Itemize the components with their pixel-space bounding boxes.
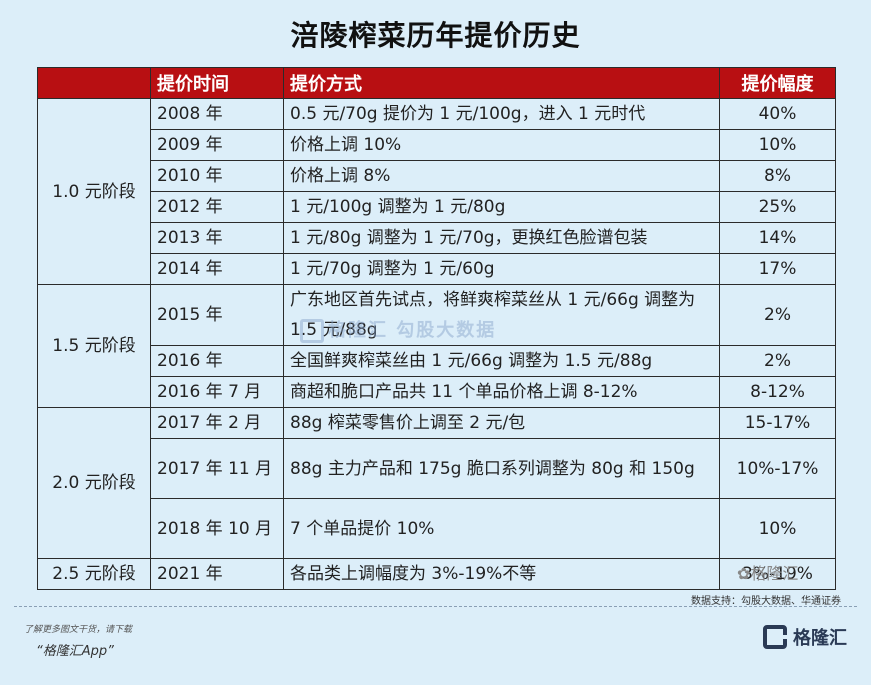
- method-cell: 7 个单品提价 10%: [283, 498, 720, 559]
- footer-note: 了解更多图文干货，请下载: [24, 625, 133, 635]
- time-cell: 2010 年: [150, 160, 284, 192]
- divider: [14, 606, 857, 607]
- stage-cell: 2.0 元阶段: [37, 407, 151, 559]
- method-cell: 1 元/80g 调整为 1 元/70g，更换红色脸谱包装: [283, 222, 720, 254]
- range-cell: 40%: [719, 98, 836, 130]
- range-cell: 14%: [719, 222, 836, 254]
- time-cell: 2008 年: [150, 98, 284, 130]
- brand-logo-icon: [763, 625, 787, 649]
- range-cell: 10%: [719, 498, 836, 559]
- watermark-text: 格隆汇 勾股大数据: [328, 320, 497, 341]
- time-cell: 2017 年 2 月: [150, 407, 284, 439]
- range-cell: 10%: [719, 129, 836, 161]
- header-range: 提价幅度: [719, 67, 836, 99]
- range-cell: 2%: [719, 345, 836, 377]
- range-cell: 10%-17%: [719, 438, 836, 499]
- time-cell: 2016 年 7 月: [150, 376, 284, 408]
- table-row: 2012 年 1 元/100g 调整为 1 元/80g 25%: [38, 191, 836, 223]
- table-row: 2013 年 1 元/80g 调整为 1 元/70g，更换红色脸谱包装 14%: [38, 222, 836, 254]
- table-row: 2017 年 11 月 88g 主力产品和 175g 脆口系列调整为 80g 和…: [38, 438, 836, 499]
- method-cell: 0.5 元/70g 提价为 1 元/100g，进入 1 元时代: [283, 98, 720, 130]
- brand: 格隆汇: [763, 624, 847, 650]
- source-note: 数据支持：勾股大数据、华通证券: [691, 596, 841, 607]
- table-row: 2018 年 10 月 7 个单品提价 10% 10%: [38, 498, 836, 559]
- time-cell: 2016 年: [150, 345, 284, 377]
- range-cell: 8-12%: [719, 376, 836, 408]
- brand-name: 格隆汇: [793, 628, 847, 649]
- time-cell: 2009 年: [150, 129, 284, 161]
- time-cell: 2018 年 10 月: [150, 498, 284, 559]
- overlay-mark: ✿格隆汇: [737, 564, 799, 583]
- method-cell: 88g 主力产品和 175g 脆口系列调整为 80g 和 150g: [283, 438, 720, 499]
- method-cell: 价格上调 8%: [283, 160, 720, 192]
- time-cell: 2013 年: [150, 222, 284, 254]
- range-cell: 8%: [719, 160, 836, 192]
- table-row: 2.5 元阶段 2021 年 各品类上调幅度为 3%-19%不等 3%-19%: [37, 558, 836, 590]
- footer-app-link[interactable]: “格隆汇App”: [36, 644, 114, 659]
- header-method: 提价方式: [283, 67, 720, 99]
- method-cell: 1 元/100g 调整为 1 元/80g: [283, 191, 720, 223]
- method-cell: 价格上调 10%: [283, 129, 720, 161]
- header-time: 提价时间: [150, 67, 284, 99]
- method-cell: 各品类上调幅度为 3%-19%不等: [283, 558, 720, 590]
- method-cell: 1 元/70g 调整为 1 元/60g: [283, 253, 720, 285]
- method-cell: 商超和脆口产品共 11 个单品价格上调 8-12%: [283, 376, 720, 408]
- range-cell: 2%: [719, 284, 836, 346]
- table-row: 1.5 元阶段 2015 年 广东地区首先试点，将鲜爽榨菜丝从 1 元/66g …: [37, 284, 836, 408]
- table-row: 2010 年 价格上调 8% 8%: [38, 160, 836, 192]
- range-cell: 3%-19%: [719, 558, 836, 590]
- watermark-logo-icon: [300, 319, 324, 343]
- time-cell: 2021 年: [150, 558, 284, 590]
- stage-cell: 1.5 元阶段: [37, 284, 151, 408]
- stage-cell: 1.0 元阶段: [37, 98, 151, 285]
- table-header-row: 提价时间 提价方式 提价幅度: [37, 67, 836, 99]
- time-cell: 2014 年: [150, 253, 284, 285]
- range-cell: 17%: [719, 253, 836, 285]
- method-cell: 全国鲜爽榨菜丝由 1 元/66g 调整为 1.5 元/88g: [283, 345, 720, 377]
- page-title: 涪陵榨菜历年提价历史: [290, 19, 581, 52]
- table-row: 2.0 元阶段 2017 年 2 月 88g 榨菜零售价上调至 2 元/包 15…: [37, 407, 836, 559]
- price-history-table: 提价时间 提价方式 提价幅度 1.0 元阶段 2008 年 0.5 元/70g …: [37, 67, 836, 590]
- method-cell: 广东地区首先试点，将鲜爽榨菜丝从 1 元/66g 调整为 1.5 元/88g: [283, 284, 720, 346]
- range-cell: 25%: [719, 191, 836, 223]
- table-row: 2016 年 全国鲜爽榨菜丝由 1 元/66g 调整为 1.5 元/88g 2%: [38, 345, 836, 377]
- stage-cell: 2.5 元阶段: [37, 558, 151, 590]
- table-row: 2014 年 1 元/70g 调整为 1 元/60g 17%: [38, 253, 836, 285]
- range-cell: 15-17%: [719, 407, 836, 439]
- watermark: 格隆汇 勾股大数据: [300, 316, 496, 343]
- table-row: 2009 年 价格上调 10% 10%: [38, 129, 836, 161]
- table-row: 1.0 元阶段 2008 年 0.5 元/70g 提价为 1 元/100g，进入…: [37, 98, 836, 285]
- price-history-table-wrap: 提价时间 提价方式 提价幅度 1.0 元阶段 2008 年 0.5 元/70g …: [37, 67, 836, 590]
- table-row: 2016 年 7 月 商超和脆口产品共 11 个单品价格上调 8-12% 8-1…: [38, 376, 836, 408]
- time-cell: 2015 年: [150, 284, 284, 346]
- time-cell: 2017 年 11 月: [150, 438, 284, 499]
- method-cell: 88g 榨菜零售价上调至 2 元/包: [283, 407, 720, 439]
- header-stage: [37, 67, 151, 99]
- time-cell: 2012 年: [150, 191, 284, 223]
